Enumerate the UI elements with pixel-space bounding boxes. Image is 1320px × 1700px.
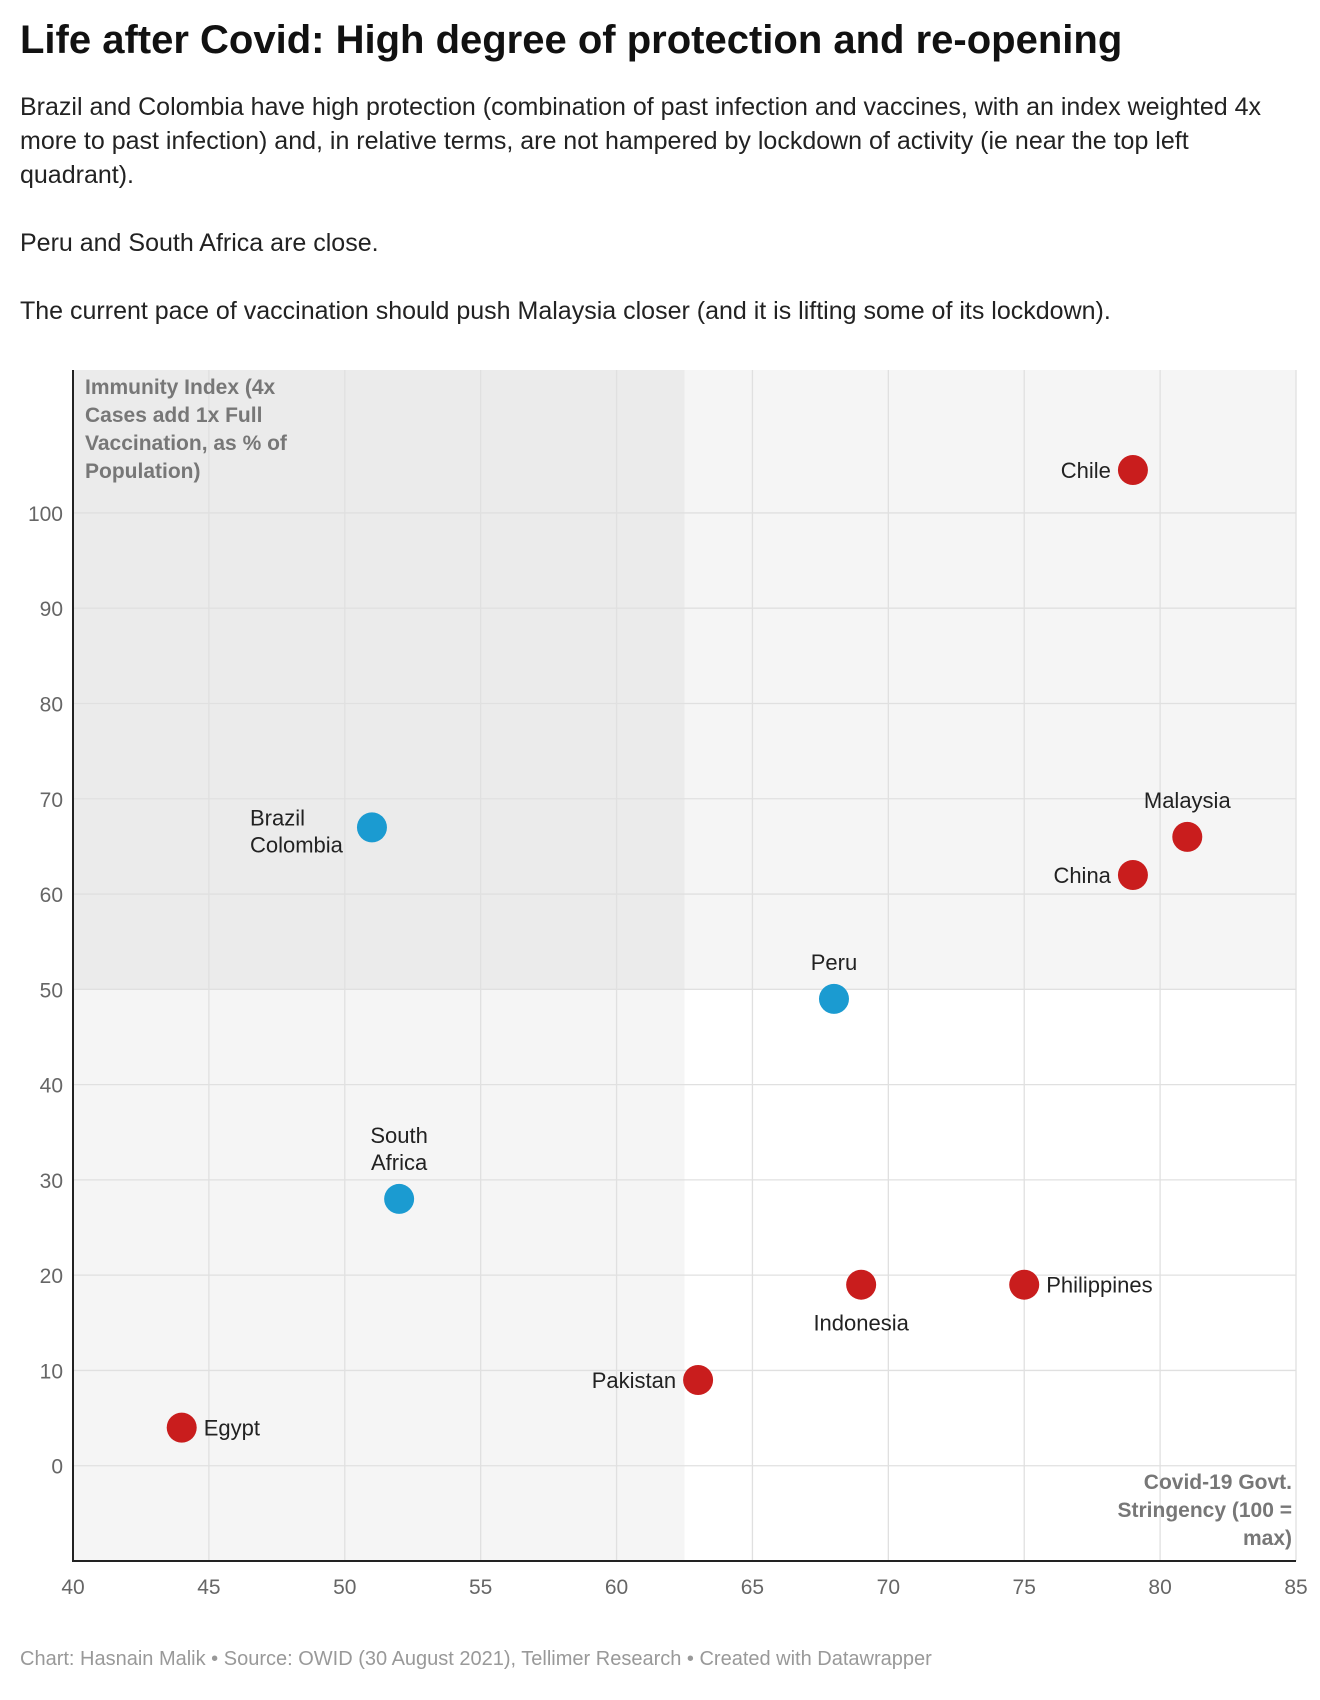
x-tick-label: 50 xyxy=(333,1576,356,1599)
data-point xyxy=(1172,821,1203,852)
x-axis-title: Covid-19 Govt. Stringency (100 = max) xyxy=(1118,1471,1293,1550)
y-tick-label: 50 xyxy=(40,979,63,1002)
data-label: Chile xyxy=(1061,458,1111,483)
y-tick-label: 30 xyxy=(40,1170,63,1193)
axis-titles: Immunity Index (4x Cases add 1x Full Vacci… xyxy=(85,376,1292,1550)
y-tick-label: 80 xyxy=(40,693,63,716)
quadrant-top-left xyxy=(73,370,685,990)
chart-description: Brazil and Colombia have high protection… xyxy=(20,90,1300,362)
data-label: South Africa xyxy=(370,1123,428,1175)
description-paragraph: Peru and South Africa are close. xyxy=(20,229,379,257)
x-tick-label: 80 xyxy=(1148,1576,1171,1599)
data-label: Philippines xyxy=(1046,1273,1152,1298)
data-label: Brazil Colombia xyxy=(250,805,344,857)
chart-footer: Chart: Hasnain Malik • Source: OWID (30 … xyxy=(20,1648,932,1670)
data-label: China xyxy=(1053,863,1111,888)
data-label: Egypt xyxy=(204,1416,260,1441)
data-points xyxy=(166,455,1203,1443)
data-label: Peru xyxy=(811,950,857,975)
axes xyxy=(72,370,1296,1562)
data-point xyxy=(166,1412,197,1443)
data-point xyxy=(846,1269,877,1300)
y-tick-label: 0 xyxy=(51,1456,63,1479)
data-point xyxy=(683,1364,714,1395)
y-tick-labels: 0 10 20 30 40 50 60 70 80 90 100 xyxy=(28,503,63,1479)
grid-lines xyxy=(73,370,1297,1561)
data-label: Pakistan xyxy=(592,1368,676,1393)
y-tick-label: 100 xyxy=(28,503,63,526)
x-tick-label: 60 xyxy=(605,1576,628,1599)
x-tick-label: 65 xyxy=(741,1576,764,1599)
chart-title: Life after Covid: High degree of protect… xyxy=(20,18,1123,62)
y-tick-label: 70 xyxy=(40,789,63,812)
data-point xyxy=(384,1183,415,1214)
y-tick-label: 20 xyxy=(40,1265,63,1288)
y-tick-label: 90 xyxy=(40,598,63,621)
description-paragraph: The current pace of vaccination should p… xyxy=(20,297,1111,325)
description-paragraph: Brazil and Colombia have high protection… xyxy=(20,93,1262,189)
quadrant-top-right xyxy=(684,370,1296,990)
data-point xyxy=(356,812,387,843)
x-tick-label: 40 xyxy=(61,1576,84,1599)
data-point xyxy=(1117,455,1148,486)
scatter-chart: 40 45 50 55 60 65 70 75 80 85 0 10 20 30 40 50 60 70 80 90… xyxy=(28,370,1308,1599)
x-tick-label: 45 xyxy=(197,1576,220,1599)
y-tick-label: 40 xyxy=(40,1075,63,1098)
data-point xyxy=(818,983,849,1014)
x-tick-label: 75 xyxy=(1013,1576,1036,1599)
data-label: Malaysia xyxy=(1144,788,1232,813)
x-tick-label: 55 xyxy=(469,1576,492,1599)
data-labels: Chile Malaysia China Brazil Colombia Peru Sout… xyxy=(204,458,1232,1441)
x-tick-label: 85 xyxy=(1284,1576,1307,1599)
x-tick-labels: 40 45 50 55 60 65 70 75 80 85 xyxy=(61,1576,1307,1599)
y-tick-label: 10 xyxy=(40,1360,63,1383)
y-tick-label: 60 xyxy=(40,884,63,907)
data-point xyxy=(1009,1269,1040,1300)
data-point xyxy=(1117,859,1148,890)
x-tick-label: 70 xyxy=(877,1576,900,1599)
y-axis-title: Immunity Index (4x Cases add 1x Full Vacci… xyxy=(85,376,288,483)
data-label: Indonesia xyxy=(813,1311,909,1336)
